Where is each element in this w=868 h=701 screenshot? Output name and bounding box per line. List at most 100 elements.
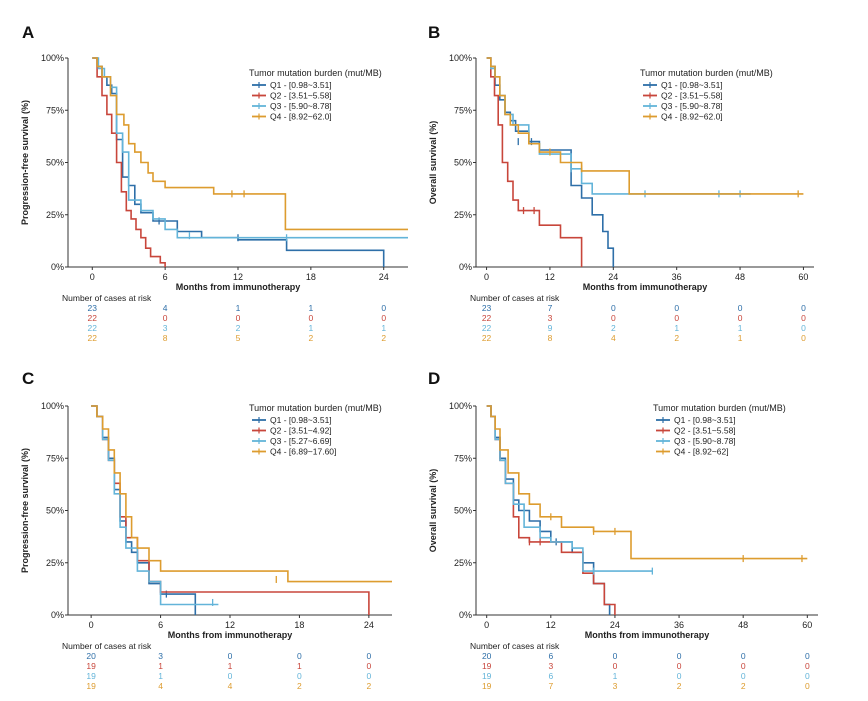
- risk-count-q1: 20: [86, 651, 96, 661]
- y-tick-label: 75%: [46, 453, 64, 463]
- risk-table-title: Number of cases at risk: [470, 641, 560, 651]
- risk-count-q3: 9: [548, 323, 553, 333]
- y-tick-label: 100%: [449, 401, 472, 411]
- legend-title: Tumor mutation burden (mut/MB): [640, 68, 773, 78]
- risk-count-q2: 0: [366, 661, 371, 671]
- y-tick-label: 100%: [41, 401, 64, 411]
- km-curve-q3: [486, 405, 653, 572]
- y-tick-label: 75%: [454, 105, 472, 115]
- x-tick-label: 36: [672, 272, 682, 282]
- risk-count-q4: 0: [801, 333, 806, 343]
- risk-count-q3: 6: [548, 671, 553, 681]
- x-tick-label: 6: [158, 620, 163, 630]
- x-tick-label: 12: [545, 272, 555, 282]
- risk-count-q4: 2: [677, 681, 682, 691]
- risk-count-q4: 7: [548, 681, 553, 691]
- x-tick-label: 36: [674, 620, 684, 630]
- risk-count-q4: 1: [738, 333, 743, 343]
- risk-count-q2: 0: [741, 661, 746, 671]
- y-tick-label: 25%: [454, 558, 472, 568]
- x-axis-label: Months from immunotherapy: [585, 630, 710, 640]
- y-tick-label: 50%: [454, 506, 472, 516]
- risk-count-q4: 8: [163, 333, 168, 343]
- x-tick-label: 48: [738, 620, 748, 630]
- risk-count-q2: 0: [381, 313, 386, 323]
- y-tick-label: 50%: [46, 158, 64, 168]
- km-curve-q2: [486, 57, 583, 267]
- risk-count-q1: 0: [228, 651, 233, 661]
- legend-entry-q4: Q4 - [8.92~62.0]: [270, 112, 332, 122]
- x-tick-label: 24: [364, 620, 374, 630]
- risk-count-q3: 1: [613, 671, 618, 681]
- risk-count-q3: 1: [381, 323, 386, 333]
- risk-count-q2: 22: [88, 313, 98, 323]
- legend-entry-q4: Q4 - [6.89~17.60]: [270, 447, 336, 457]
- risk-count-q1: 0: [805, 651, 810, 661]
- risk-count-q3: 0: [366, 671, 371, 681]
- x-tick-label: 60: [798, 272, 808, 282]
- y-tick-label: 75%: [454, 453, 472, 463]
- legend-entry-q4: Q4 - [8.92~62.0]: [661, 112, 723, 122]
- risk-count-q2: 0: [236, 313, 241, 323]
- x-axis-label: Months from immunotherapy: [583, 282, 708, 292]
- legend-entry-q3: Q3 - [5.90~8.78]: [661, 101, 723, 111]
- legend-entry-q1: Q1 - [0.98~3.51]: [661, 80, 723, 90]
- risk-count-q2: 0: [613, 661, 618, 671]
- x-axis-label: Months from immunotherapy: [168, 630, 293, 640]
- risk-table-title: Number of cases at risk: [62, 293, 152, 303]
- risk-count-q2: 0: [738, 313, 743, 323]
- risk-count-q1: 0: [381, 303, 386, 313]
- risk-count-q3: 2: [236, 323, 241, 333]
- y-axis-label: Overall survival (%): [428, 121, 438, 205]
- risk-count-q1: 23: [88, 303, 98, 313]
- legend-title: Tumor mutation burden (mut/MB): [653, 403, 786, 413]
- km-curve-q3: [92, 57, 408, 239]
- risk-count-q4: 22: [482, 333, 492, 343]
- x-tick-label: 12: [546, 620, 556, 630]
- km-curve-q4: [91, 405, 392, 583]
- risk-count-q1: 0: [738, 303, 743, 313]
- legend-entry-q1: Q1 - [0.98~3.51]: [270, 80, 332, 90]
- legend-entry-q3: Q3 - [5.90~8.78]: [674, 436, 736, 446]
- km-curve-q2: [486, 405, 616, 615]
- y-tick-label: 25%: [46, 210, 64, 220]
- risk-count-q2: 1: [158, 661, 163, 671]
- risk-count-q4: 22: [88, 333, 98, 343]
- legend-entry-q1: Q1 - [0.98~3.51]: [270, 415, 332, 425]
- x-tick-label: 18: [306, 272, 316, 282]
- risk-count-q4: 2: [366, 681, 371, 691]
- km-curve-q3: [486, 57, 751, 195]
- y-tick-label: 0%: [459, 610, 472, 620]
- x-tick-label: 24: [608, 272, 618, 282]
- legend-entry-q2: Q2 - [3.51~5.58]: [661, 91, 723, 101]
- y-tick-label: 0%: [459, 262, 472, 272]
- y-tick-label: 75%: [46, 105, 64, 115]
- legend-entry-q4: Q4 - [8.92~62]: [674, 447, 729, 457]
- y-tick-label: 0%: [51, 262, 64, 272]
- km-curve-q4: [92, 57, 408, 231]
- x-tick-label: 0: [484, 620, 489, 630]
- risk-count-q2: 1: [228, 661, 233, 671]
- risk-table-title: Number of cases at risk: [62, 641, 152, 651]
- legend-entry-q2: Q2 - [3.51~5.58]: [270, 91, 332, 101]
- risk-count-q2: 0: [163, 313, 168, 323]
- km-curve-q2: [92, 57, 166, 267]
- risk-count-q1: 1: [236, 303, 241, 313]
- x-tick-label: 0: [89, 620, 94, 630]
- km-curve-q1: [486, 405, 611, 615]
- y-tick-label: 100%: [449, 53, 472, 63]
- panel-letter: D: [428, 369, 440, 388]
- legend-title: Tumor mutation burden (mut/MB): [249, 68, 382, 78]
- risk-count-q1: 0: [366, 651, 371, 661]
- y-axis-label: Progression-free survival (%): [20, 448, 30, 573]
- km-curve-q1: [92, 57, 385, 267]
- risk-count-q4: 3: [613, 681, 618, 691]
- y-tick-label: 25%: [46, 558, 64, 568]
- risk-count-q4: 0: [805, 681, 810, 691]
- y-tick-label: 25%: [454, 210, 472, 220]
- y-tick-label: 50%: [46, 506, 64, 516]
- y-axis-label: Overall survival (%): [428, 469, 438, 553]
